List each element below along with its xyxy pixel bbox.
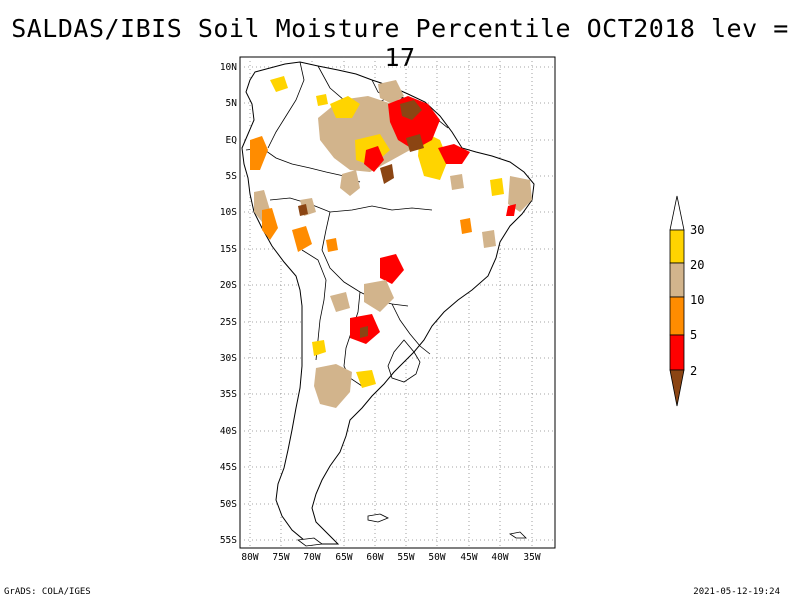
- footer-credit: GrADS: COLA/IGES: [4, 587, 91, 597]
- percentile-patch: [340, 170, 360, 196]
- lon-label: 65W: [335, 552, 352, 563]
- colorbar-label-20: 20: [690, 258, 704, 272]
- percentile-patch: [380, 254, 404, 284]
- lon-label: 50W: [428, 552, 445, 563]
- lat-label: 15S: [220, 244, 237, 255]
- percentile-patch: [330, 96, 360, 118]
- lon-label: 60W: [366, 552, 383, 563]
- percentile-patch: [250, 136, 268, 170]
- lon-label: 35W: [523, 552, 540, 563]
- map-title: SALDAS/IBIS Soil Moisture Percentile OCT…: [11, 14, 789, 72]
- percentile-patch: [508, 176, 532, 212]
- map-frame: [239, 56, 556, 549]
- percentile-patch: [262, 208, 278, 240]
- lat-label: 50S: [220, 499, 237, 510]
- colorbar-bin-5-10: [669, 296, 685, 336]
- colorbar-bin-20-30: [669, 229, 685, 264]
- percentile-patch: [270, 76, 288, 92]
- lat-label: 10N: [220, 62, 237, 73]
- longitude-labels: 80W 75W 70W 65W 60W 55W 50W 45W 40W 35W: [241, 552, 540, 563]
- lat-label: 35S: [220, 389, 237, 400]
- lon-label: 55W: [397, 552, 414, 563]
- percentile-patch: [406, 134, 424, 152]
- colorbar-label-10: 10: [690, 293, 704, 307]
- lon-label: 70W: [303, 552, 320, 563]
- percentile-patch: [360, 326, 368, 338]
- colorbar-bin-2-5: [669, 334, 685, 371]
- colorbar-label-5: 5: [690, 328, 697, 342]
- percentile-patch: [330, 292, 350, 312]
- lon-label: 80W: [241, 552, 258, 563]
- percentile-patch: [378, 80, 404, 104]
- percentile-patch: [326, 238, 338, 252]
- percentile-patch: [438, 144, 470, 164]
- percentile-patch: [482, 230, 496, 248]
- lat-label: 25S: [220, 317, 237, 328]
- percentile-patch: [292, 226, 312, 252]
- lat-label: 20S: [220, 280, 237, 291]
- colorbar-bottom-arrow: [669, 369, 685, 407]
- lon-label: 45W: [460, 552, 477, 563]
- percentile-patch: [490, 178, 504, 196]
- colorbar-label-2: 2: [690, 364, 697, 378]
- lat-label: 40S: [220, 426, 237, 437]
- colorbar: 30 20 10 5 2: [669, 195, 704, 407]
- percentile-patch: [450, 174, 464, 190]
- latitude-labels: 10N 5N EQ 5S 10S 15S 20S 25S 30S 35S 40S 45S 50S 55S: [220, 62, 237, 546]
- lon-label: 40W: [491, 552, 508, 563]
- colorbar-bin-10-20: [669, 262, 685, 298]
- percentile-patch: [314, 364, 352, 408]
- percentile-patch: [312, 340, 326, 356]
- percentile-patch: [380, 164, 394, 184]
- colorbar-top-arrow: [669, 195, 685, 231]
- lat-label: 30S: [220, 353, 237, 364]
- percentile-patch: [400, 100, 422, 120]
- percentile-patch: [364, 146, 384, 172]
- lat-label: EQ: [226, 135, 238, 146]
- lat-label: 10S: [220, 207, 237, 218]
- percentile-shading: [250, 76, 532, 408]
- colorbar-label-30: 30: [690, 223, 704, 237]
- footer-timestamp: 2021-05-12-19:24: [693, 587, 780, 597]
- percentile-patch: [356, 370, 376, 388]
- percentile-patch: [298, 204, 308, 216]
- percentile-patch: [460, 218, 472, 234]
- lat-label: 55S: [220, 535, 237, 546]
- islands: [296, 513, 527, 547]
- percentile-patch: [506, 204, 516, 216]
- lat-label: 5S: [226, 171, 238, 182]
- percentile-patch: [364, 280, 394, 312]
- lat-label: 5N: [226, 98, 238, 109]
- lat-label: 45S: [220, 462, 237, 473]
- lon-label: 75W: [272, 552, 289, 563]
- percentile-patch: [316, 94, 328, 106]
